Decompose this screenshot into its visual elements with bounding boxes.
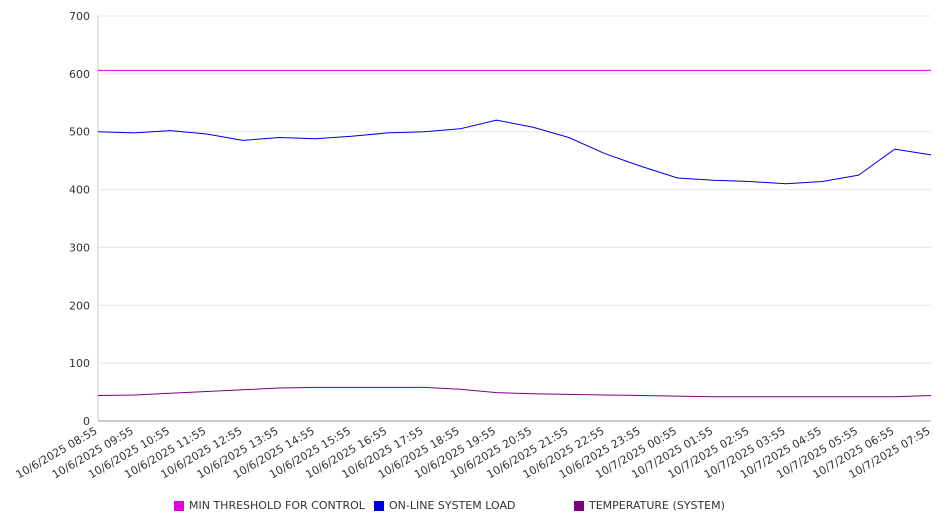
legend-swatch-temperature [574, 500, 584, 511]
legend-item-min-threshold[interactable]: MIN THRESHOLD FOR CONTROL [174, 499, 365, 512]
series-lines [97, 69, 932, 398]
legend: MIN THRESHOLD FOR CONTROL ON-LINE SYSTEM… [0, 497, 946, 517]
series-line-on-line-system-load [97, 119, 932, 185]
legend-swatch-min-threshold [174, 500, 184, 511]
series-line-temperature-system [97, 386, 932, 398]
legend-item-temperature[interactable]: TEMPERATURE (SYSTEM) [574, 499, 725, 512]
y-tick-label-200: 200 [69, 299, 90, 312]
legend-swatch-system-load [374, 500, 384, 511]
grid-lines [98, 15, 931, 422]
legend-item-system-load[interactable]: ON-LINE SYSTEM LOAD [374, 499, 515, 512]
legend-label-min-threshold: MIN THRESHOLD FOR CONTROL [189, 499, 365, 512]
legend-label-temperature: TEMPERATURE (SYSTEM) [589, 499, 725, 512]
y-axis-tick-labels: 0 100 200 300 400 500 600 700 [69, 10, 90, 428]
y-tick-label-500: 500 [69, 126, 90, 139]
line-chart: 0 100 200 300 400 500 600 700 10/6/2025 08:5510… [14, 10, 933, 481]
y-tick-label-300: 300 [69, 241, 90, 254]
y-tick-label-100: 100 [69, 357, 90, 370]
y-tick-label-700: 700 [69, 10, 90, 23]
y-tick-label-0: 0 [83, 415, 90, 428]
y-tick-label-400: 400 [69, 184, 90, 197]
axes [97, 16, 931, 422]
y-tick-label-600: 600 [69, 68, 90, 81]
legend-label-system-load: ON-LINE SYSTEM LOAD [389, 499, 516, 512]
